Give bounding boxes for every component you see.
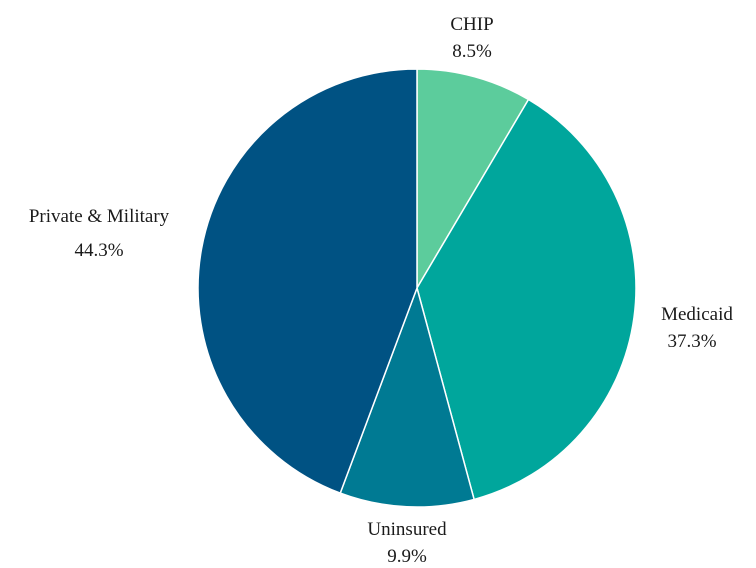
pie-slice-chip (416, 68, 530, 291)
slice-value-chip: 8.5% (452, 41, 492, 62)
pie-slice-uninsured (339, 285, 476, 508)
slice-value-medicaid: 37.3% (667, 331, 716, 352)
slice-label-uninsured: Uninsured (367, 519, 447, 540)
slice-label-medicaid: Medicaid (661, 304, 733, 325)
slice-value-uninsured: 9.9% (387, 546, 427, 567)
pie-slices (197, 68, 637, 508)
slice-label-private-military: Private & Military (29, 206, 170, 227)
pie-slice-private-military (197, 68, 418, 495)
pie-slice-medicaid (416, 98, 637, 501)
slice-value-private-military: 44.3% (74, 240, 123, 261)
slice-label-chip: CHIP (450, 14, 493, 35)
